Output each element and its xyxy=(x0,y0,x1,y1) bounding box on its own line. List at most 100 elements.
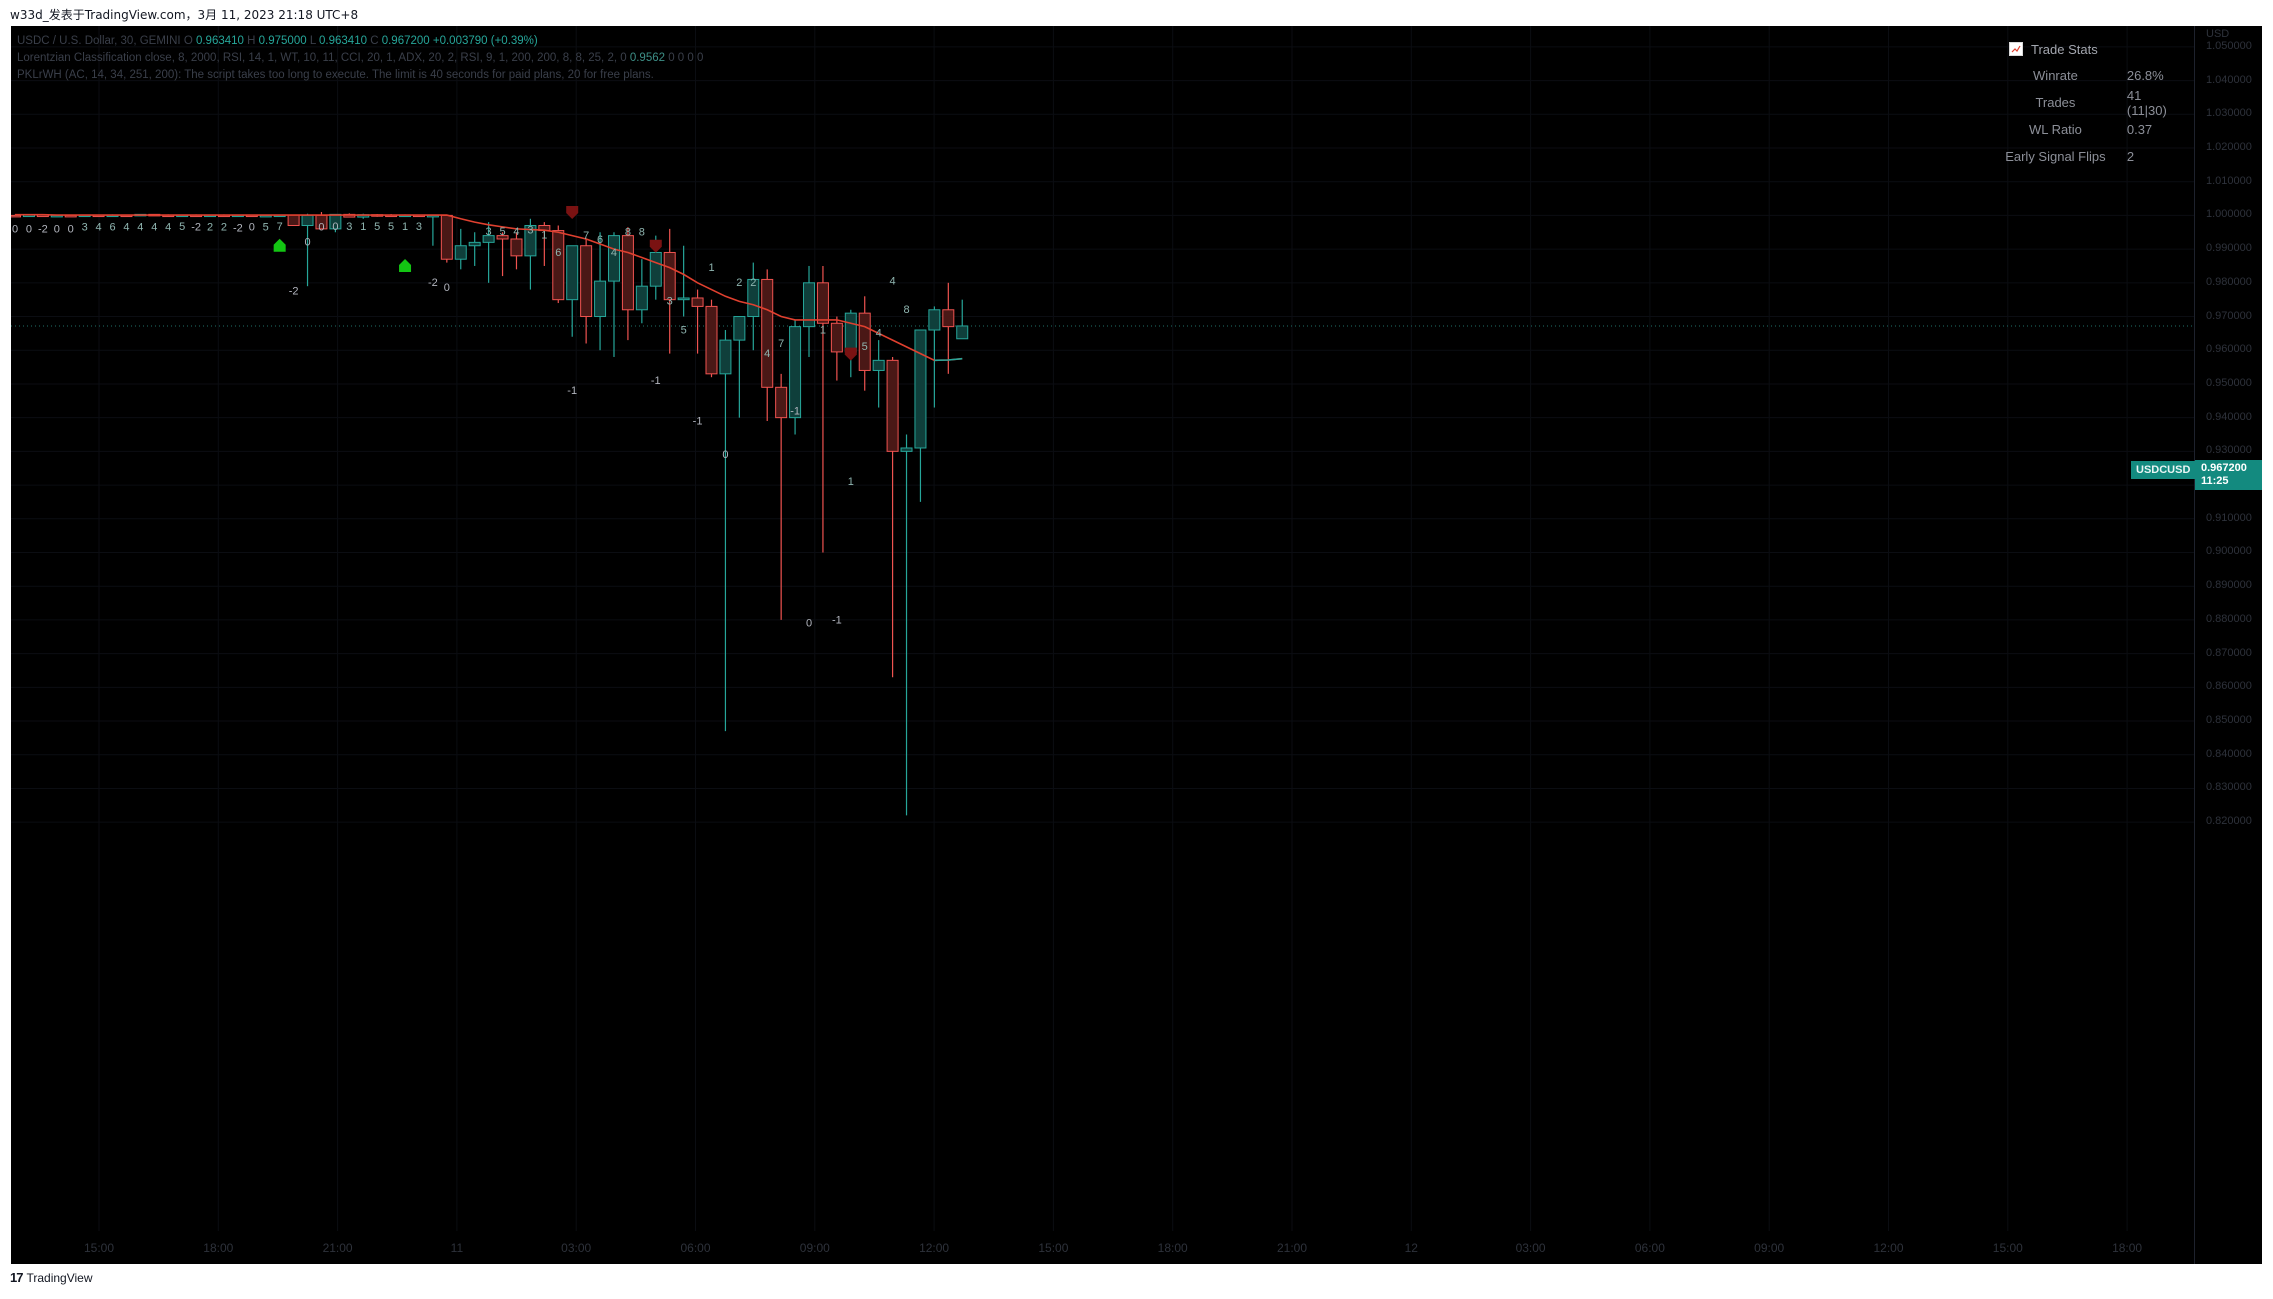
legend-indicator-error[interactable]: PKLrWH (AC, 14, 34, 251, 200): The scrip… xyxy=(17,69,654,81)
bar-prediction-label: 2 xyxy=(750,277,756,289)
price-tick-label: 0.960000 xyxy=(2206,343,2252,356)
time-tick-label: 15:00 xyxy=(1992,1241,2023,1255)
price-tick-label: 0.890000 xyxy=(2206,579,2252,592)
bar-prediction-label: 4 xyxy=(96,222,102,234)
bar-prediction-label: 5 xyxy=(681,324,687,336)
candle-body xyxy=(705,305,718,375)
bar-prediction-label: -2 xyxy=(191,222,201,234)
symbol-price-badge: USDCUSD xyxy=(2131,461,2196,479)
candle-body xyxy=(830,322,843,353)
bar-prediction-label: 0 xyxy=(722,449,728,461)
trade-stats-title: Trade Stats xyxy=(2031,41,2098,57)
candle-body xyxy=(566,245,579,301)
page-title: w33d_发表于TradingView.com，3月 11, 2023 21:1… xyxy=(10,8,359,22)
price-tick-label: 0.860000 xyxy=(2206,680,2252,693)
price-tick-label: 0.950000 xyxy=(2206,376,2252,389)
bar-prediction-label: 5 xyxy=(263,222,269,234)
chart-area[interactable]: 0 0 -2 0 0 3 4 6 4 4 4 4 5 -2 2 2 -2 0 5 7 -2 0 0 0 3 1 5 5 1 3 -2 0 3 5 4… xyxy=(11,26,2262,1264)
stats-row-winrate: Winrate 26.8% xyxy=(1984,62,2184,89)
bar-prediction-label: 4 xyxy=(137,222,143,234)
price-tick-label: 0.900000 xyxy=(2206,545,2252,558)
bar-prediction-label: 0 xyxy=(304,237,310,249)
bar-prediction-label: 0 xyxy=(318,222,324,234)
bar-prediction-label: 2 xyxy=(207,222,213,234)
bar-prediction-label: 6 xyxy=(597,234,603,246)
legend-h-label: H xyxy=(247,35,256,47)
legend-indicator-lorentzian[interactable]: Lorentzian Classification close, 8, 2000… xyxy=(17,52,703,64)
ma-line xyxy=(15,213,963,362)
bar-prediction-label: 3 xyxy=(346,221,352,233)
bar-prediction-label: 7 xyxy=(583,230,589,242)
candle-body xyxy=(844,312,857,353)
bar-prediction-label: 4 xyxy=(611,247,617,259)
price-tick-label: 0.870000 xyxy=(2206,646,2252,659)
bar-prediction-label: 6 xyxy=(555,247,561,259)
bar-prediction-label: 5 xyxy=(179,221,185,233)
candle-body xyxy=(607,235,620,282)
candle-body xyxy=(524,225,537,257)
legend-symbol[interactable]: USDC / U.S. Dollar, 30, GEMINI xyxy=(17,35,181,47)
time-tick-label: 12 xyxy=(1404,1241,1418,1255)
candle-body xyxy=(663,251,676,301)
candle-body xyxy=(872,359,885,371)
candle-body xyxy=(635,285,648,311)
bar-prediction-label: 0 xyxy=(444,282,450,294)
time-tick-label: 18:00 xyxy=(203,1241,234,1255)
bar-prediction-label: 2 xyxy=(221,222,227,234)
price-tick-label: 1.030000 xyxy=(2206,107,2252,120)
price-tick-label: 0.830000 xyxy=(2206,781,2252,794)
bar-prediction-label: 1 xyxy=(820,324,826,336)
bar-prediction-label: 4 xyxy=(165,222,171,234)
price-tick-label: 1.000000 xyxy=(2206,208,2252,221)
stats-value: 26.8% xyxy=(2126,68,2164,83)
price-tick-label: 0.980000 xyxy=(2206,275,2252,288)
stats-row-early-flips: Early Signal Flips 2 xyxy=(1984,143,2184,170)
candle-body xyxy=(733,316,746,341)
buy-signal-icon xyxy=(399,258,412,272)
last-price-badge: 0.967200 11:25 xyxy=(2195,460,2262,490)
candle-body xyxy=(886,359,899,452)
candle-body xyxy=(928,309,941,331)
bar-prediction-label: -2 xyxy=(289,286,299,298)
time-tick-label: 21:00 xyxy=(1276,1241,1308,1255)
price-tick-label: 0.850000 xyxy=(2206,714,2252,727)
bar-prediction-label: 5 xyxy=(499,226,505,238)
last-price-value: 0.967200 xyxy=(2201,462,2247,474)
price-tick-label: 0.840000 xyxy=(2206,747,2252,760)
bar-prediction-label: 6 xyxy=(109,222,115,234)
bar-prediction-label: 0 xyxy=(54,223,60,235)
time-tick-label: 12:00 xyxy=(1873,1241,1904,1255)
bar-prediction-label: 0 xyxy=(68,223,74,235)
bar-prediction-label: -1 xyxy=(693,415,703,427)
time-tick-label: 18:00 xyxy=(2112,1241,2143,1255)
candle-body xyxy=(942,309,955,328)
price-scale[interactable]: USD 1.050000 1.040000 1.030000 1.020000 1.01… xyxy=(2206,26,2262,1264)
price-tick-label: 1.040000 xyxy=(2206,73,2252,86)
legend-close-value: 0.967200 xyxy=(381,35,430,47)
time-tick-label: 15:00 xyxy=(83,1241,115,1255)
legend-open-value: 0.963410 xyxy=(195,35,244,47)
stats-label: Trades xyxy=(2035,95,2076,110)
price-tick-label: 0.990000 xyxy=(2206,242,2252,255)
candle-body xyxy=(900,447,913,452)
candle-body xyxy=(956,325,969,340)
stats-label: Winrate xyxy=(2033,68,2078,83)
stats-label: Early Signal Flips xyxy=(2005,149,2106,164)
candle-body xyxy=(287,214,300,227)
candle-body xyxy=(649,251,662,287)
legend-indicator-tail: 0 0 0 0 xyxy=(668,52,704,64)
bar-countdown: 11:25 xyxy=(2201,475,2229,487)
time-tick-label: 09:00 xyxy=(799,1241,830,1255)
time-tick-label: 09:00 xyxy=(1754,1241,1785,1255)
bar-prediction-label: 5 xyxy=(374,221,380,233)
bar-prediction-label: -2 xyxy=(428,277,438,289)
bar-prediction-label: 1 xyxy=(541,229,547,241)
candle-body xyxy=(761,278,774,388)
stats-value: 2 xyxy=(2126,149,2135,164)
bar-prediction-label: 8 xyxy=(625,227,631,239)
bar-prediction-label: -2 xyxy=(38,223,48,235)
candlestick-plot[interactable]: 0 0 -2 0 0 3 4 6 4 4 4 4 5 -2 2 2 -2 0 5 7-200 0 3 1 5 5 1 3-2 03 5 4… xyxy=(11,26,2262,1264)
bar-prediction-label: -2 xyxy=(233,223,243,235)
legend-price-line: USDC / U.S. Dollar, 30, GEMINI O 0.96341… xyxy=(17,35,538,47)
bar-prediction-label: 3 xyxy=(486,226,492,238)
